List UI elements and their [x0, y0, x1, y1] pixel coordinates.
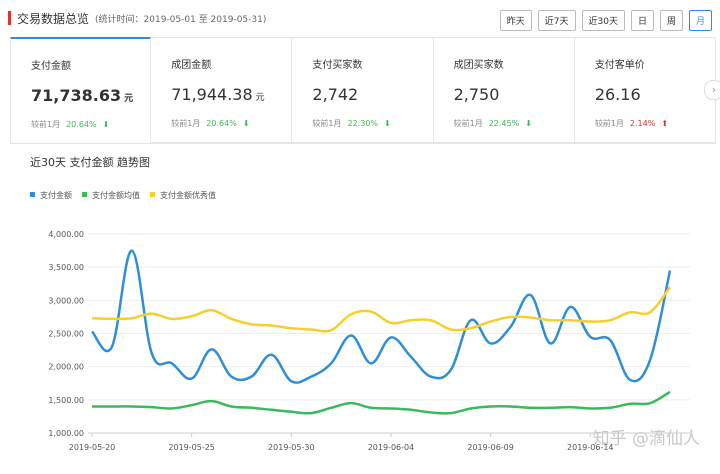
title: 交易数据总览 — [17, 11, 90, 26]
kpi-card[interactable]: 支付客单价 26.16 较前1月 2.14% ⬆ — [574, 37, 717, 143]
trend-arrow: ⬇ — [384, 119, 391, 128]
kpi-number: 71,944.38 — [171, 85, 253, 104]
kpi-compare: 较前1月 20.64% ⬇ — [171, 118, 291, 129]
kpi-compare: 较前1月 2.14% ⬆ — [595, 118, 715, 129]
kpi-cards: 支付金额 71,738.63 元较前1月 20.64% ⬇ 成团金额 71,944.38 元较… — [10, 37, 717, 144]
kpi-compare: 较前1月 22.30% ⬇ — [312, 118, 432, 129]
kpi-number: 71,738.63 — [31, 86, 122, 105]
kpi-value: 71,738.63 元 — [31, 86, 150, 105]
watermark: 知乎 @滴仙人 — [593, 429, 700, 449]
y-tick-label: 1,000.00 — [48, 429, 84, 438]
legend-swatch — [30, 192, 35, 197]
kpi-unit: 元 — [124, 94, 134, 104]
kpi-card[interactable]: 支付金额 71,738.63 元较前1月 20.64% ⬇ — [10, 37, 152, 143]
kpi-number: 2,742 — [312, 85, 359, 104]
change-percent: 20.64% — [66, 120, 97, 129]
kpi-number: 2,750 — [453, 85, 500, 104]
chart-title: 近30天 支付金额 趋势图 — [30, 155, 150, 169]
next-arrow[interactable]: › — [704, 80, 720, 100]
compare-label: 较前1月 — [31, 120, 61, 129]
kpi-compare: 较前1月 22.45% ⬇ — [454, 118, 574, 129]
kpi-value: 2,750 — [454, 85, 574, 104]
range-button[interactable]: 昨天 — [499, 10, 532, 31]
range-button[interactable]: 周 — [659, 10, 683, 31]
range-button[interactable]: 近30天 — [581, 10, 625, 31]
kpi-card[interactable]: 支付买家数 2,742 较前1月 22.30% ⬇ — [292, 37, 434, 143]
legend-swatch — [82, 192, 87, 197]
subtitle: (统计时间：2019-05-01 至 2019-05-31) — [95, 14, 267, 25]
trend-arrow: ⬇ — [242, 119, 250, 128]
compare-label: 较前1月 — [171, 119, 201, 128]
trend-arrow: ⬆ — [661, 119, 669, 128]
y-tick-label: 4,000.00 — [48, 230, 84, 239]
change-percent: 2.14% — [629, 119, 656, 128]
compare-label: 较前1月 — [453, 119, 483, 128]
series-line — [92, 390, 671, 415]
range-button[interactable]: 日 — [630, 10, 654, 31]
kpi-value: 26.16 — [595, 85, 715, 104]
x-tick-label: 2019-06-04 — [368, 443, 415, 452]
range-buttons: 昨天 近7天 近30天日周月 — [499, 10, 712, 31]
compare-label: 较前1月 — [594, 119, 624, 128]
compare-label: 较前1月 — [312, 119, 342, 128]
kpi-number: 26.16 — [594, 85, 641, 104]
range-button[interactable]: 近7天 — [537, 10, 576, 31]
trend-arrow: ⬇ — [102, 120, 110, 129]
y-tick-label: 2,500.00 — [48, 330, 84, 339]
y-tick-label: 2,000.00 — [48, 363, 84, 372]
kpi-value: 2,742 — [312, 85, 432, 104]
kpi-label: 支付买家数 — [312, 60, 363, 71]
x-tick-label: 2019-06-14 — [567, 443, 614, 452]
header: 交易数据总览 (统计时间：2019-05-01 至 2019-05-31) — [8, 10, 266, 26]
kpi-compare: 较前1月 20.64% ⬇ — [31, 119, 150, 130]
kpi-label: 成团金额 — [171, 60, 212, 71]
x-tick-label: 2019-05-20 — [69, 443, 116, 452]
kpi-label: 支付客单价 — [594, 60, 645, 71]
y-tick-label: 1,500.00 — [48, 396, 84, 405]
series-line — [91, 249, 672, 384]
kpi-card[interactable]: 成团金额 71,944.38 元较前1月 20.64% ⬇ — [151, 37, 293, 143]
kpi-card[interactable]: 成团买家数 2,750 较前1月 22.45% ⬇ — [433, 37, 575, 143]
y-tick-label: 3,500.00 — [48, 263, 84, 272]
y-tick-label: 3,000.00 — [48, 296, 84, 305]
kpi-label: 支付金额 — [31, 61, 71, 72]
legend-label: 支付金额优秀值 — [160, 190, 216, 200]
trend-arrow: ⬇ — [525, 119, 532, 128]
change-percent: 20.64% — [206, 119, 237, 128]
range-button[interactable]: 月 — [688, 10, 712, 31]
series-line — [91, 286, 672, 333]
legend-label: 支付金额 — [40, 190, 72, 200]
x-tick-label: 2019-06-09 — [467, 443, 514, 452]
legend-label: 支付金额均值 — [92, 190, 140, 200]
x-tick-label: 2019-05-30 — [268, 443, 315, 452]
change-percent: 22.30% — [347, 119, 379, 128]
legend-swatch — [150, 192, 155, 197]
change-percent: 22.45% — [488, 119, 520, 128]
x-tick-label: 2019-05-25 — [168, 443, 215, 452]
kpi-unit: 元 — [255, 93, 265, 103]
kpi-label: 成团买家数 — [453, 60, 504, 71]
kpi-value: 71,944.38 元 — [171, 85, 291, 104]
